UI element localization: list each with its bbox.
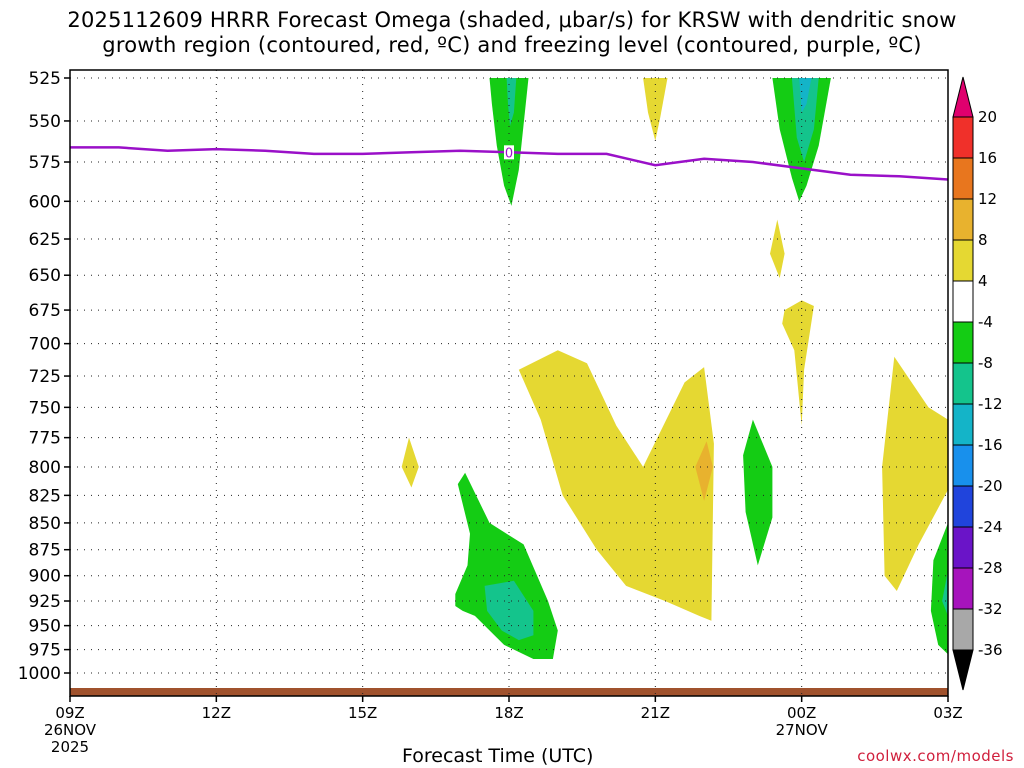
colorbar-band-11 bbox=[952, 526, 974, 569]
colorbar-tick--28: -28 bbox=[978, 559, 1003, 577]
omega-region-11 bbox=[743, 419, 773, 566]
x-tick-label-0: 09Z bbox=[55, 704, 84, 722]
colorbar-tick--36: -36 bbox=[978, 641, 1003, 659]
colorbar-band-6 bbox=[952, 321, 974, 364]
omega-region-8 bbox=[401, 437, 419, 488]
colorbar-band-13 bbox=[952, 608, 974, 651]
colorbar-tick-8: 8 bbox=[978, 231, 988, 249]
y-tick-label-675: 675 bbox=[29, 301, 61, 321]
y-tick-label-525: 525 bbox=[29, 69, 61, 89]
colorbar: 20 16 12 8 4 -4 -8 -12 -16 -20 -24 -28 -32 -36 bbox=[952, 76, 1003, 691]
colorbar-band-3 bbox=[952, 198, 974, 241]
x-tick-label-18: 03Z bbox=[933, 704, 962, 722]
omega-region-12 bbox=[882, 356, 948, 591]
y-tick-label-1000: 1000 bbox=[18, 664, 61, 684]
chart-title-line-2: growth region (contoured, red, ºC) and f… bbox=[102, 33, 922, 57]
colorbar-band-top bbox=[952, 76, 974, 118]
colorbar-tick--12: -12 bbox=[978, 395, 1003, 413]
colorbar-band-7 bbox=[952, 362, 974, 405]
colorbar-tick--8: -8 bbox=[978, 354, 993, 372]
y-tick-label-575: 575 bbox=[29, 153, 61, 173]
y-tick-label-925: 925 bbox=[29, 592, 61, 612]
site-credit: coolwx.com/models bbox=[857, 747, 1014, 765]
colorbar-band-9 bbox=[952, 444, 974, 487]
x-tick-label-9: 18Z bbox=[494, 704, 523, 722]
x-tick-label-12: 21Z bbox=[641, 704, 670, 722]
chart-title-line-1: 2025112609 HRRR Forecast Omega (shaded, … bbox=[67, 8, 957, 32]
x-tick-label-15: 00Z bbox=[787, 704, 816, 722]
colorbar-band-12 bbox=[952, 567, 974, 610]
omega-region-16 bbox=[484, 580, 534, 641]
omega-region-14 bbox=[942, 570, 948, 616]
ground-strip bbox=[70, 688, 948, 696]
omega-shaded-regions bbox=[401, 78, 948, 659]
y-tick-label-825: 825 bbox=[29, 486, 61, 506]
x-axis-label: Forecast Time (UTC) bbox=[402, 745, 594, 767]
y-tick-label-625: 625 bbox=[29, 230, 61, 250]
freezing-level-contour: 0 bbox=[70, 145, 949, 181]
y-tick-label-800: 800 bbox=[29, 458, 61, 478]
colorbar-tick-16: 16 bbox=[978, 149, 997, 167]
x-tick-label-3: 12Z bbox=[202, 704, 231, 722]
freezing-level-label: 0 bbox=[505, 146, 513, 161]
colorbar-band-5 bbox=[952, 280, 974, 323]
colorbar-band-8 bbox=[952, 403, 974, 446]
colorbar-tick-4: 4 bbox=[978, 272, 988, 290]
colorbar-band-bottom bbox=[952, 649, 974, 691]
colorbar-tick-20: 20 bbox=[978, 108, 997, 126]
colorbar-band-1 bbox=[952, 116, 974, 159]
omega-region-4 bbox=[791, 78, 819, 162]
x-tick-sublabel-15-0: 27NOV bbox=[776, 721, 829, 739]
x-tick-sublabel-0-1: 2025 bbox=[51, 738, 89, 756]
x-tick-sublabel-0-0: 26NOV bbox=[44, 721, 97, 739]
y-tick-label-600: 600 bbox=[29, 192, 61, 212]
omega-region-0 bbox=[489, 78, 529, 206]
colorbar-band-4 bbox=[952, 239, 974, 282]
y-tick-label-700: 700 bbox=[29, 335, 61, 355]
y-tick-label-775: 775 bbox=[29, 429, 61, 449]
freezing-level-label-bg bbox=[504, 145, 514, 160]
omega-region-13 bbox=[930, 522, 948, 655]
omega-region-2 bbox=[643, 78, 668, 141]
y-tick-label-875: 875 bbox=[29, 541, 61, 561]
y-tick-label-950: 950 bbox=[29, 617, 61, 637]
colorbar-tick-12: 12 bbox=[978, 190, 997, 208]
colorbar-tick--32: -32 bbox=[978, 600, 1003, 618]
omega-region-1 bbox=[506, 78, 517, 126]
colorbar-tick--4: -4 bbox=[978, 313, 993, 331]
omega-region-9 bbox=[518, 350, 714, 621]
omega-region-6 bbox=[770, 219, 785, 279]
ground-layer bbox=[70, 688, 948, 696]
x-tick-label-6: 15Z bbox=[348, 704, 377, 722]
colorbar-tick--16: -16 bbox=[978, 436, 1003, 454]
y-tick-label-650: 650 bbox=[29, 266, 61, 286]
omega-region-7 bbox=[782, 300, 814, 426]
colorbar-band-2 bbox=[952, 157, 974, 200]
colorbar-band-10 bbox=[952, 485, 974, 528]
y-tick-label-725: 725 bbox=[29, 367, 61, 387]
colorbar-tick--20: -20 bbox=[978, 477, 1003, 495]
y-tick-label-850: 850 bbox=[29, 514, 61, 534]
y-tick-label-550: 550 bbox=[29, 112, 61, 132]
y-tick-label-900: 900 bbox=[29, 567, 61, 587]
y-tick-label-750: 750 bbox=[29, 398, 61, 418]
y-tick-label-975: 975 bbox=[29, 641, 61, 661]
colorbar-tick--24: -24 bbox=[978, 518, 1003, 536]
y-axis-ticks: 525 550 575 600 625 650 675 700 725 750 775 800 825 8… bbox=[18, 69, 70, 684]
omega-region-5 bbox=[799, 78, 812, 113]
omega-region-10 bbox=[695, 441, 713, 501]
